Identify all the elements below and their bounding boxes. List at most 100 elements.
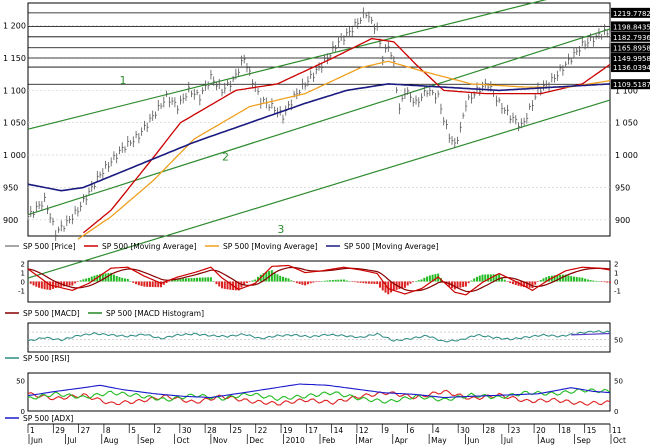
macd-histogram-bar (229, 281, 232, 290)
x-axis-month-label: Jul (66, 436, 76, 445)
macd-histogram-bar (309, 281, 312, 284)
macd-y-tick-label-right: 2 (614, 261, 618, 269)
macd-histogram-bar (179, 278, 182, 282)
macd-histogram-bar (370, 281, 373, 284)
macd-histogram-bar (265, 271, 268, 282)
x-axis-month-label: May (431, 436, 447, 445)
macd-histogram-bar (281, 276, 284, 282)
macd-histogram-bar (561, 274, 564, 282)
macd-histogram-bar (237, 281, 240, 291)
main-y-tick-label: 950 (3, 183, 18, 192)
macd-histogram-bar (74, 281, 77, 284)
macd-histogram-bar (273, 272, 276, 282)
macd-histogram-bar (340, 279, 343, 282)
macd-histogram-bar (412, 281, 415, 283)
macd-histogram-bar (578, 277, 581, 282)
macd-histogram-bar (323, 280, 326, 282)
macd-histogram-bar (342, 279, 345, 282)
macd-histogram-bar (54, 281, 57, 289)
macd-histogram-bar (43, 281, 46, 290)
legend-label: SP 500 [Moving Average] (102, 242, 197, 251)
macd-histogram-bar (354, 281, 357, 283)
macd-histogram-bar (470, 280, 473, 282)
adx-di-minus-line (27, 389, 611, 406)
legend-label: SP 500 [MACD Histogram] (106, 309, 204, 318)
x-axis-day-label: 18 (561, 426, 571, 435)
adx-y-tick-label-right: 50 (614, 377, 623, 385)
x-axis-month-label: Apr (395, 436, 409, 445)
macd-histogram-bar (434, 274, 437, 282)
level-value-label: 1182.7936 (613, 34, 650, 42)
main-y-tick-label: 1 000 (3, 151, 26, 160)
macd-histogram-bar (320, 281, 323, 282)
moving-average-orange-line (77, 60, 611, 240)
level-value-label: 1219.7782 (613, 10, 650, 18)
macd-histogram-bar (290, 280, 293, 282)
level-value-box (611, 42, 650, 53)
macd-histogram-bar (597, 281, 600, 282)
macd-histogram-bar (32, 281, 35, 286)
macd-histogram-bar (365, 281, 368, 284)
x-axis-month-label: Jun (467, 436, 480, 445)
main-y-tick-label-right: 1 200 (615, 22, 638, 31)
macd-y-tick-label: 1 (21, 270, 25, 278)
macd-histogram-bar (603, 281, 606, 283)
macd-histogram-bar (478, 275, 481, 282)
macd-histogram-bar (234, 281, 237, 291)
trend-channel-line (27, 0, 547, 130)
channel-label: 1 (119, 74, 126, 87)
macd-histogram-bar (82, 279, 85, 282)
macd-histogram-bar (426, 276, 429, 282)
level-value-label: 1149.9958 (613, 55, 650, 63)
macd-histogram-bar (248, 281, 251, 282)
macd-histogram-bar (362, 281, 365, 284)
macd-histogram-bar (453, 281, 456, 290)
macd-histogram-bar (270, 270, 273, 282)
macd-histogram-bar (157, 281, 160, 288)
macd-histogram-bar (146, 281, 149, 287)
x-axis-day-label: 27 (81, 426, 91, 435)
macd-histogram-bar (176, 278, 179, 282)
macd-histogram-bar (487, 274, 490, 282)
macd-histogram-bar (223, 281, 226, 289)
macd-histogram-bar (589, 280, 592, 282)
macd-histogram-bar (90, 276, 93, 282)
macd-histogram-bar (173, 279, 176, 282)
macd-histogram-bar (148, 281, 151, 287)
macd-y-tick-label-right: 1 (614, 270, 618, 278)
x-axis-month-label: Feb (322, 436, 336, 445)
moving-average-navy-line (27, 83, 611, 192)
adx-y-tick-label-right: 0 (614, 408, 618, 416)
macd-histogram-bar (135, 281, 138, 285)
macd-histogram-bar (462, 281, 465, 288)
rsi-trend-line (571, 332, 611, 336)
macd-histogram-bar (101, 273, 104, 282)
macd-histogram-bar (251, 280, 254, 282)
macd-histogram-bar (65, 281, 68, 287)
macd-histogram-bar (428, 275, 431, 282)
macd-histogram-bar (431, 274, 434, 282)
x-axis-month-label: Nov (213, 436, 228, 445)
macd-histogram-bar (226, 281, 229, 290)
macd-histogram-bar (38, 281, 41, 288)
macd-histogram-bar (132, 281, 135, 283)
macd-histogram-bar (279, 275, 282, 282)
macd-histogram-bar (378, 281, 381, 288)
macd-histogram-bar (584, 278, 587, 282)
macd-histogram-bar (500, 277, 503, 282)
macd-histogram-bar (110, 272, 113, 282)
legend-label: SP 500 [ADX] (23, 414, 73, 423)
macd-histogram-bar (373, 281, 376, 284)
macd-histogram-bar (536, 281, 539, 282)
macd-histogram-bar (525, 281, 528, 288)
macd-histogram-bar (351, 281, 354, 282)
level-value-label: 1198.8435 (613, 23, 650, 31)
main-y-tick-label: 1 200 (3, 22, 26, 31)
x-axis-day-label: 1 (30, 426, 35, 435)
macd-histogram-bar (318, 281, 320, 282)
macd-histogram-bar (301, 281, 304, 285)
level-value-box (611, 31, 650, 42)
x-axis-month-label: Sep (577, 436, 591, 445)
